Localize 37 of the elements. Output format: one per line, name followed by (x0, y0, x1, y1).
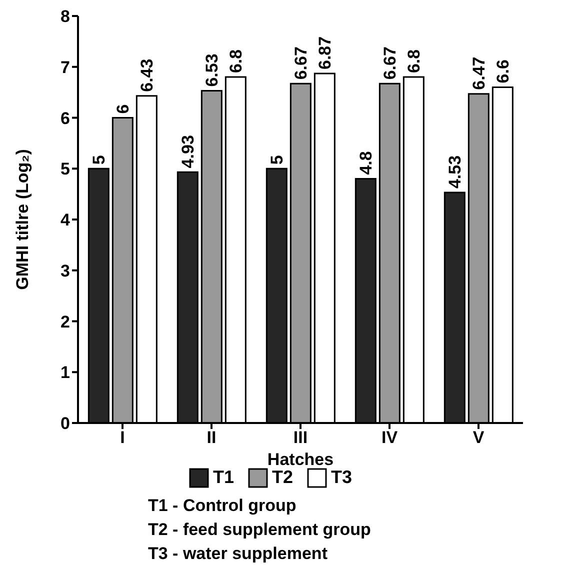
data-label: 5 (268, 155, 287, 165)
x-axis-title: Hatches (267, 450, 334, 469)
x-tick-label: II (206, 428, 216, 448)
data-label: 4.8 (356, 151, 376, 175)
text: T3 - water supplement (148, 543, 328, 565)
legend-label: T1 (212, 467, 234, 488)
data-label: 6.53 (202, 54, 222, 87)
data-label: 6.67 (380, 46, 400, 80)
data-label: 6.43 (138, 58, 157, 92)
data-label: 4.93 (178, 135, 198, 168)
y-tick-label: 6 (60, 108, 70, 128)
legend-label: T2 (272, 467, 293, 488)
data-label: 5 (90, 155, 109, 165)
y-axis-title: GMHI titlre (Log₂) (13, 149, 32, 290)
legend-label: T3 (331, 467, 352, 488)
y-tick-label: 3 (60, 261, 70, 280)
y-tick-label: 5 (60, 160, 70, 179)
data-label: 6 (114, 104, 133, 114)
text: T1 - Control group (148, 495, 298, 517)
x-tick-label: V (472, 428, 485, 448)
x-tick-label: IV (381, 428, 398, 448)
text: T2 - feed supplement group (148, 519, 372, 541)
data-label: 6.8 (226, 49, 246, 74)
data-label: 6.6 (494, 60, 513, 84)
y-tick-label: 2 (60, 312, 70, 332)
data-label: 6.47 (470, 56, 489, 90)
y-tick-label: 1 (60, 363, 70, 382)
data-label: 6.67 (292, 46, 311, 80)
y-tick-label: 8 (60, 7, 70, 26)
data-label: 6.87 (316, 36, 335, 70)
x-tick-label: III (293, 428, 308, 448)
y-tick-label: 0 (60, 414, 70, 434)
y-tick-label: 4 (60, 210, 71, 230)
y-tick-label: 7 (60, 58, 70, 77)
data-label: 4.53 (446, 155, 465, 189)
data-label: 6.8 (404, 49, 424, 74)
x-tick-label: I (120, 428, 125, 448)
